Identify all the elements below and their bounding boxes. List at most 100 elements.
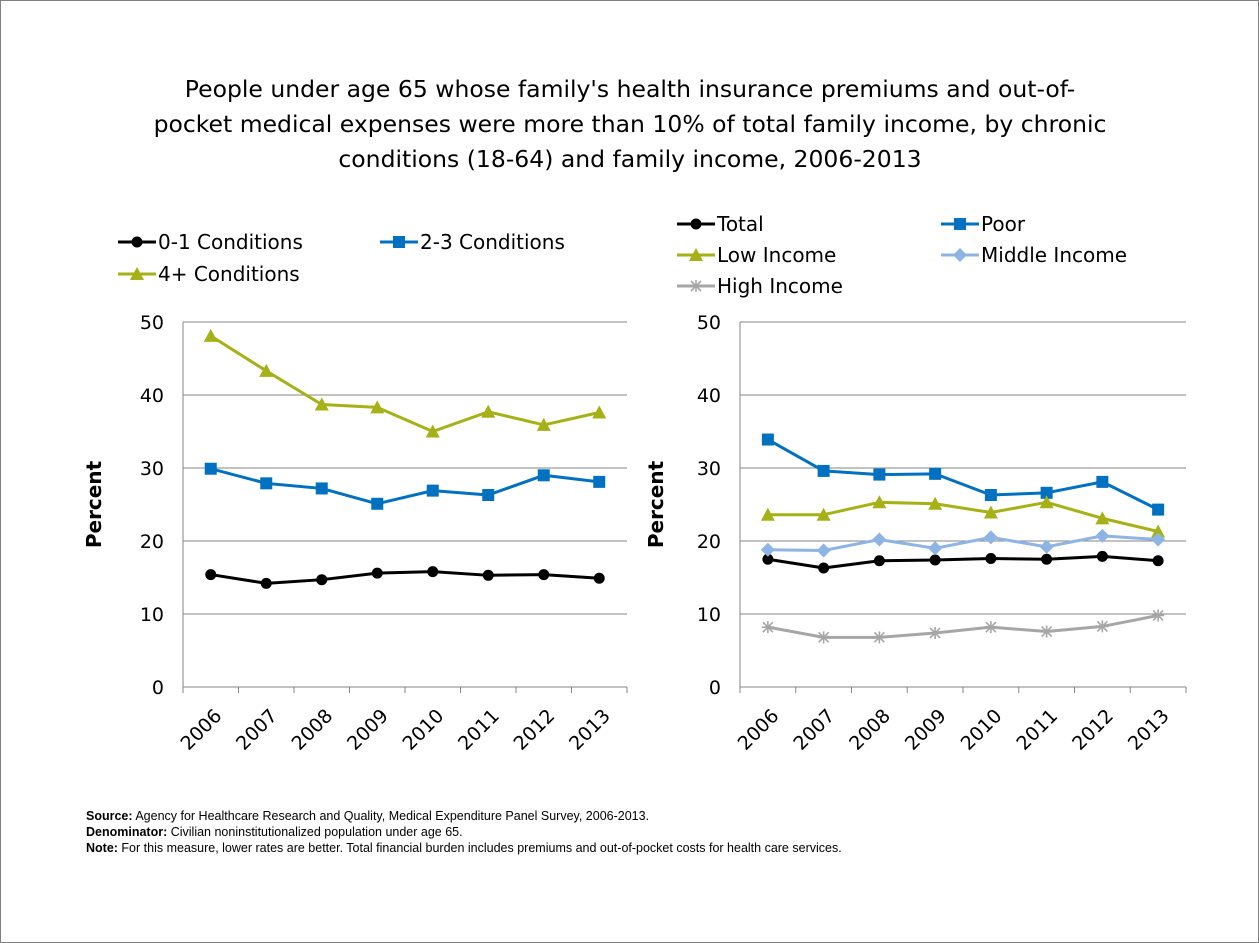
data-point <box>593 475 606 488</box>
series-0-1-conditions <box>205 566 605 589</box>
data-point <box>482 489 495 502</box>
data-point <box>1039 539 1054 554</box>
data-point <box>873 468 886 481</box>
data-point <box>873 631 886 644</box>
data-point <box>984 489 997 502</box>
legend-entry: Low Income <box>677 243 836 267</box>
legend-marker <box>690 280 702 292</box>
legend-marker <box>689 248 703 261</box>
y-tick-label: 30 <box>697 458 721 480</box>
series-line <box>767 554 1159 570</box>
data-point <box>538 569 550 581</box>
y-tick-label: 50 <box>140 312 164 334</box>
data-point <box>205 569 217 581</box>
chart-2: 0 10 20 30 40 50 2006 2007 2008 2009 2010 2011 2012 2… <box>644 212 1187 755</box>
y-tick-label: 10 <box>697 604 721 626</box>
legend-label: Poor <box>981 212 1026 236</box>
data-point <box>817 464 830 477</box>
data-point <box>1096 550 1108 562</box>
data-point <box>760 507 775 521</box>
legend-marker <box>953 248 967 262</box>
y-axis-label: Percent <box>644 460 668 548</box>
series-line <box>767 500 1159 533</box>
data-point <box>761 621 774 634</box>
data-point <box>1152 609 1165 622</box>
data-point <box>985 553 997 565</box>
legend-entry: Poor <box>941 212 1026 236</box>
denominator-note: Denominator: Civilian noninstitutionaliz… <box>86 825 463 839</box>
legend-entry: 0-1 Conditions <box>118 230 303 254</box>
data-point <box>816 543 831 558</box>
data-point <box>592 405 607 419</box>
y-tick-label: 40 <box>140 385 164 407</box>
series-line <box>210 570 600 585</box>
data-point <box>1152 503 1165 516</box>
legend-marker <box>690 218 702 230</box>
series-high-income <box>761 609 1165 644</box>
data-point <box>817 631 830 644</box>
x-tick-label: 2006 <box>734 705 784 755</box>
data-point <box>1041 553 1053 565</box>
title-line-1: People under age 65 whose family's healt… <box>184 75 1076 103</box>
data-point <box>816 507 831 521</box>
data-point <box>1039 495 1054 509</box>
y-axis-label: Percent <box>82 460 106 548</box>
legend-marker <box>131 236 143 248</box>
notes: Source: Agency for Healthcare Research a… <box>86 808 842 856</box>
series-line <box>767 438 1159 511</box>
series-line <box>210 467 600 506</box>
series-line <box>209 334 600 433</box>
x-tick-label: 2013 <box>1124 705 1174 755</box>
data-point <box>371 497 384 510</box>
legend-marker <box>954 218 966 230</box>
data-point <box>593 572 605 584</box>
x-tick-label: 2008 <box>288 705 338 755</box>
data-point <box>983 505 998 519</box>
y-tick-label: 0 <box>709 677 721 699</box>
x-tick-label: 2012 <box>1068 705 1118 755</box>
data-point <box>260 477 273 490</box>
legend-entry: High Income <box>677 274 843 298</box>
chart-title: People under age 65 whose family's healt… <box>130 72 1130 177</box>
x-tick-label: 2013 <box>565 705 615 755</box>
data-point <box>204 462 217 475</box>
data-point <box>761 433 774 446</box>
x-tick-label: 2009 <box>343 705 393 755</box>
series-2-3-conditions <box>204 462 606 510</box>
y-tick-label: 10 <box>140 604 164 626</box>
series-line <box>767 534 1159 552</box>
x-tick-label: 2011 <box>1012 705 1062 755</box>
data-point <box>1151 532 1166 547</box>
y-tick-label: 40 <box>697 385 721 407</box>
y-tick-label: 50 <box>697 312 721 334</box>
data-point <box>984 621 997 634</box>
series-low-income <box>760 495 1166 538</box>
legend-label: Middle Income <box>981 243 1127 267</box>
x-tick-label: 2009 <box>901 705 951 755</box>
legend-marker <box>130 267 144 280</box>
legend-label: Low Income <box>717 243 836 267</box>
data-point <box>928 541 943 556</box>
legend-label: Total <box>716 212 764 236</box>
legend-entry: Middle Income <box>941 243 1127 267</box>
data-point <box>760 542 775 557</box>
data-point <box>1152 555 1164 567</box>
data-point <box>314 397 329 411</box>
data-point <box>1040 486 1053 499</box>
x-tick-label: 2012 <box>510 705 560 755</box>
legend-label: 2-3 Conditions <box>420 230 565 254</box>
data-point <box>1095 511 1110 525</box>
x-tick-label: 2010 <box>399 705 449 755</box>
y-tick-label: 20 <box>697 531 721 553</box>
source-note: Source: Agency for Healthcare Research a… <box>86 809 650 823</box>
series-poor <box>761 433 1165 516</box>
x-tick-label: 2007 <box>789 705 839 755</box>
legend-marker <box>393 236 405 248</box>
data-point <box>203 328 218 342</box>
data-point <box>426 484 439 497</box>
y-tick-label: 30 <box>140 458 164 480</box>
series-4-conditions <box>203 328 607 438</box>
data-point <box>872 495 887 509</box>
legend-entry: 4+ Conditions <box>118 262 300 286</box>
